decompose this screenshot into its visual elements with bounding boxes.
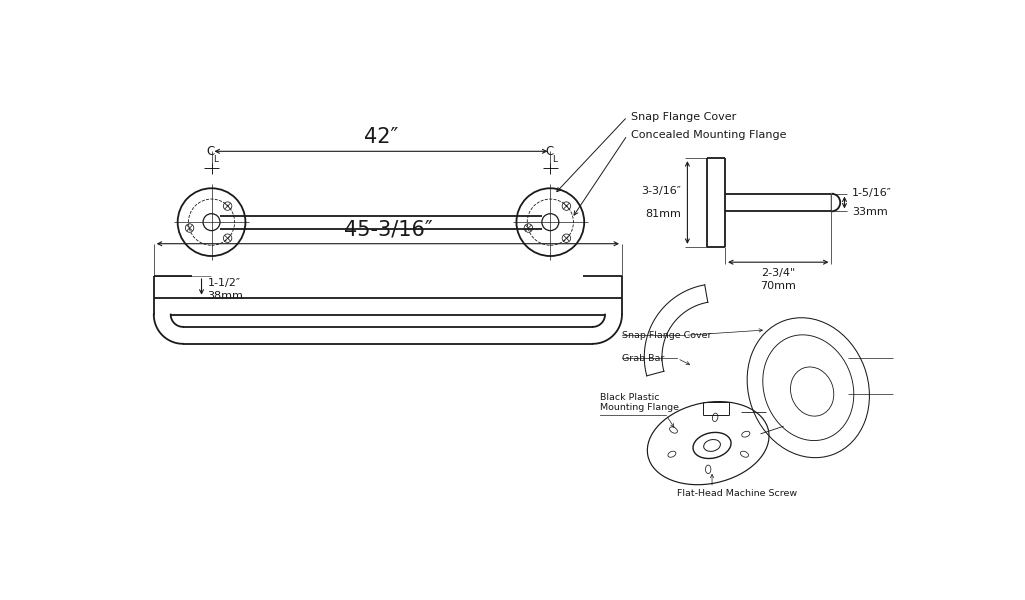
Text: 2-3/4": 2-3/4"	[762, 268, 795, 278]
Text: Black Plastic: Black Plastic	[601, 392, 660, 401]
Text: $\mathsf{L}$: $\mathsf{L}$	[213, 152, 220, 164]
Text: 1-1/2″: 1-1/2″	[208, 278, 241, 289]
Text: $\mathsf{C}$: $\mathsf{C}$	[544, 145, 555, 158]
Text: 42″: 42″	[364, 127, 398, 146]
Text: Snap Flange Cover: Snap Flange Cover	[631, 112, 736, 122]
Text: $\mathsf{C}$: $\mathsf{C}$	[206, 145, 215, 158]
Text: 45-3/16″: 45-3/16″	[343, 219, 433, 239]
Text: Snap Flange Cover: Snap Flange Cover	[622, 331, 711, 340]
Text: Mounting Flange: Mounting Flange	[601, 403, 680, 412]
Text: 1-5/16″: 1-5/16″	[852, 188, 892, 198]
Text: Concealed Mounting Flange: Concealed Mounting Flange	[631, 130, 787, 140]
Text: 33mm: 33mm	[852, 207, 888, 217]
Text: $\mathsf{L}$: $\mathsf{L}$	[552, 152, 560, 164]
Text: 38mm: 38mm	[208, 290, 244, 301]
Text: Grab Bar: Grab Bar	[622, 354, 664, 363]
Text: 81mm: 81mm	[646, 209, 682, 218]
Text: 70mm: 70mm	[761, 281, 796, 290]
Text: Flat-Head Machine Screw: Flat-Head Machine Screw	[678, 490, 797, 499]
Text: 3-3/16″: 3-3/16″	[642, 187, 682, 196]
